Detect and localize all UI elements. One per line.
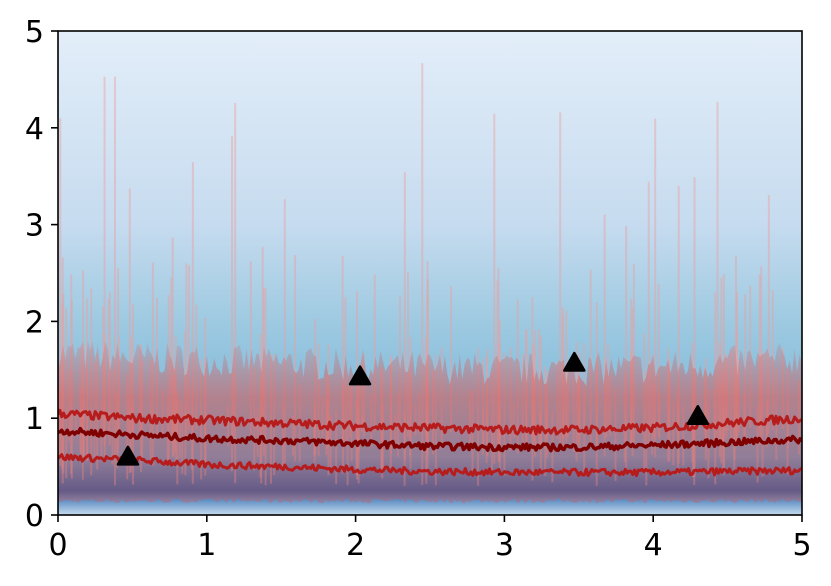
- triangle-marker-3: [563, 351, 586, 372]
- triangle-marker-2: [348, 365, 372, 386]
- x-tick-label: 3: [495, 528, 514, 563]
- median-line: [58, 426, 802, 453]
- x-tick-label: 0: [48, 528, 67, 563]
- sample-density-band: [58, 340, 802, 504]
- triangle-marker-4: [686, 405, 710, 426]
- lower-quantile-line: [58, 453, 802, 478]
- quantile-lines: [58, 340, 802, 504]
- y-tick-label: 2: [25, 305, 44, 340]
- y-tick-label: 1: [25, 402, 44, 437]
- x-tick-label: 5: [792, 528, 811, 563]
- y-tick-label: 3: [25, 209, 44, 244]
- plot-frame: [57, 30, 803, 516]
- y-tick-label: 0: [25, 499, 44, 534]
- x-axis: 0 1 2 3 4 5: [48, 515, 812, 563]
- x-tick-label: 1: [197, 528, 216, 563]
- y-tick-label: 4: [25, 112, 44, 147]
- upper-quantile-line: [58, 408, 802, 436]
- y-axis: 0 1 2 3 4 5: [25, 15, 58, 534]
- observation-markers: [116, 351, 710, 466]
- triangle-marker-1: [116, 445, 140, 466]
- plot-area: [57, 30, 803, 516]
- x-tick-label: 4: [644, 528, 663, 563]
- y-tick-label: 5: [25, 15, 44, 50]
- x-tick-label: 2: [346, 528, 365, 563]
